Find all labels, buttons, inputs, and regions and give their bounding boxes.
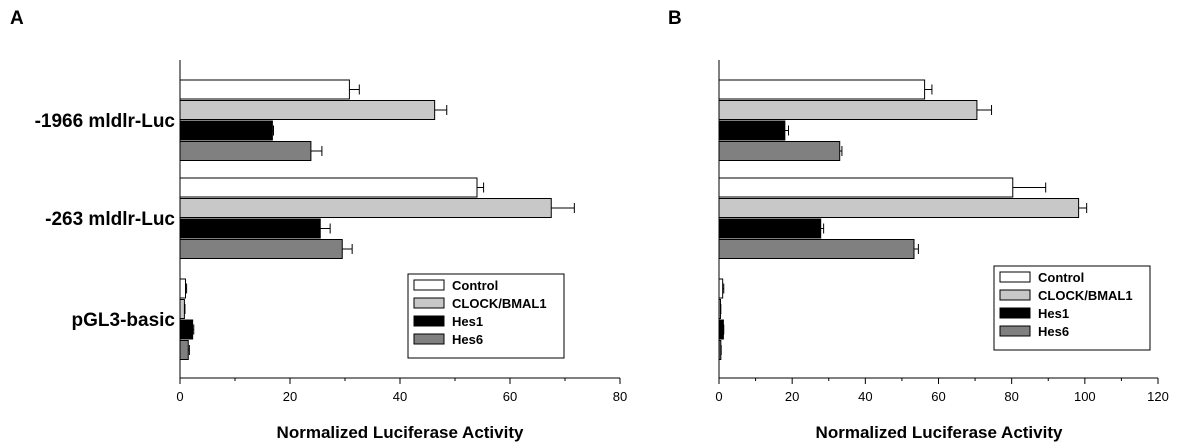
legend-swatch — [999, 271, 1031, 283]
bar — [179, 100, 436, 120]
bar — [718, 120, 786, 141]
legend: Control CLOCK/BMAL1 Hes1 Hes6 — [993, 265, 1151, 351]
x-tick-label: 20 — [283, 389, 297, 404]
legend-swatch — [413, 333, 445, 345]
legend-entry: Hes6 — [452, 332, 483, 347]
bar — [179, 278, 186, 299]
bar — [179, 218, 321, 239]
x-tick-label: 80 — [613, 389, 627, 404]
x-tick-label: 80 — [1004, 389, 1018, 404]
x-tick-label: 60 — [931, 389, 945, 404]
bar — [718, 177, 1014, 198]
legend-entry: Control — [1038, 270, 1084, 285]
legend-swatch — [999, 307, 1031, 319]
bar — [179, 299, 185, 319]
bar — [179, 198, 552, 218]
x-tick-label: 100 — [1074, 389, 1096, 404]
bar — [718, 100, 978, 120]
x-tick-label: 120 — [1147, 389, 1169, 404]
panel-b: B 0 20 40 60 80 100 120 Normalized Luciferase Ac… — [668, 8, 1169, 442]
panel-label: B — [668, 8, 682, 29]
legend-entry: Hes1 — [1038, 306, 1069, 321]
legend-entry: Hes1 — [452, 314, 483, 329]
legend-swatch — [413, 279, 445, 291]
x-tick-label: 40 — [393, 389, 407, 404]
bar — [179, 340, 189, 360]
bar — [179, 177, 478, 198]
legend-swatch — [413, 315, 445, 327]
bar — [718, 79, 926, 100]
bar — [179, 79, 350, 100]
x-tick-label: 0 — [176, 389, 183, 404]
bar — [718, 141, 841, 161]
bar — [718, 239, 915, 259]
bar — [718, 278, 724, 299]
legend: Control CLOCK/BMAL1 Hes1 Hes6 — [407, 273, 565, 359]
legend-entry: Hes6 — [1038, 324, 1069, 339]
x-tick-label: 60 — [503, 389, 517, 404]
bar — [718, 319, 724, 340]
category-label: -1966 mldlr-Luc — [35, 111, 176, 132]
category-label: pGL3-basic — [72, 310, 176, 331]
legend-swatch — [999, 289, 1031, 301]
legend-entry: CLOCK/BMAL1 — [1038, 288, 1133, 303]
legend-entry: Control — [452, 278, 498, 293]
legend-swatch — [413, 297, 445, 309]
bar — [179, 141, 312, 161]
bar — [179, 319, 194, 340]
bar — [718, 218, 822, 239]
x-axis-title: Normalized Luciferase Activity — [277, 423, 524, 442]
bar — [718, 198, 1080, 218]
x-tick-label: 40 — [858, 389, 872, 404]
panel-label: A — [10, 8, 24, 29]
legend-swatch — [999, 325, 1031, 337]
x-tick-label: 0 — [715, 389, 722, 404]
panel-a: A -1966 mldlr-Luc -263 mldlr-Luc pGL3-basic… — [10, 8, 627, 442]
bar — [179, 120, 273, 141]
x-tick-label: 20 — [785, 389, 799, 404]
legend-entry: CLOCK/BMAL1 — [452, 296, 547, 311]
bar — [179, 239, 343, 259]
x-axis-title: Normalized Luciferase Activity — [816, 423, 1063, 442]
category-label: -263 mldlr-Luc — [45, 209, 175, 230]
